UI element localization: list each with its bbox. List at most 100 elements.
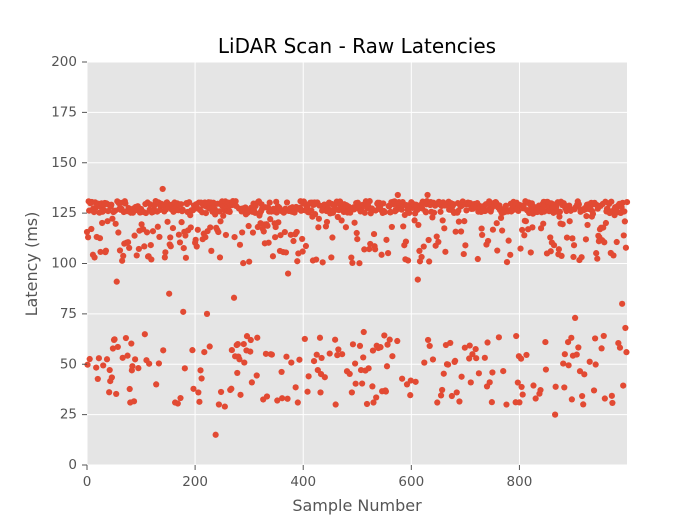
data-point — [88, 225, 95, 233]
data-point — [128, 340, 135, 347]
data-point — [412, 378, 419, 385]
data-point — [447, 339, 454, 347]
data-point — [404, 257, 412, 264]
data-point — [600, 224, 607, 231]
data-point — [249, 229, 257, 236]
y-tick-label: 175 — [51, 104, 77, 120]
data-point — [515, 207, 522, 215]
data-point — [132, 356, 139, 363]
data-point — [122, 334, 130, 342]
data-point — [552, 411, 559, 418]
data-point — [494, 247, 501, 254]
y-tick-label: 75 — [60, 306, 77, 322]
data-point — [622, 244, 630, 251]
data-point — [260, 228, 267, 235]
data-point — [610, 252, 617, 259]
data-point — [435, 238, 442, 246]
data-point — [91, 254, 98, 261]
data-point — [532, 395, 539, 402]
data-point — [135, 365, 142, 372]
data-point — [339, 351, 346, 358]
data-point — [169, 224, 177, 232]
data-point — [195, 389, 202, 396]
data-point — [187, 212, 194, 219]
data-point — [488, 399, 495, 406]
data-point — [176, 239, 184, 246]
data-point — [500, 368, 507, 375]
data-point — [467, 379, 474, 386]
data-point — [304, 388, 311, 395]
data-point — [196, 398, 203, 405]
y-tick-label: 100 — [51, 256, 77, 272]
data-point — [559, 221, 566, 228]
data-point — [527, 249, 534, 256]
data-point — [93, 364, 100, 371]
chart-title: LiDAR Scan - Raw Latencies — [218, 34, 496, 58]
data-point — [592, 335, 599, 342]
data-point — [103, 356, 111, 363]
data-point — [342, 224, 350, 231]
data-point — [452, 228, 459, 235]
data-point — [460, 250, 467, 258]
data-points — [83, 185, 631, 438]
data-point — [360, 328, 367, 336]
data-point — [384, 341, 391, 348]
data-point — [550, 242, 558, 249]
data-point — [475, 370, 482, 377]
data-point — [272, 223, 279, 231]
y-tick-label: 25 — [60, 407, 77, 423]
data-point — [232, 198, 239, 205]
data-point — [95, 355, 102, 362]
data-point — [326, 350, 333, 357]
data-point — [190, 385, 197, 392]
data-point — [240, 260, 247, 267]
data-point — [522, 218, 530, 225]
data-point — [263, 393, 271, 400]
data-point — [237, 391, 244, 398]
data-point — [124, 239, 132, 246]
data-point — [335, 346, 342, 353]
data-point — [202, 210, 210, 217]
data-point — [353, 229, 360, 237]
data-point — [517, 355, 525, 362]
data-point — [112, 220, 119, 227]
data-point — [106, 366, 113, 374]
data-point — [442, 248, 449, 255]
data-point — [594, 255, 601, 262]
data-point — [388, 223, 395, 231]
data-point — [547, 234, 554, 241]
data-point — [484, 339, 491, 346]
data-point — [556, 213, 563, 220]
data-point — [402, 238, 410, 245]
data-point — [415, 221, 422, 229]
data-point — [312, 211, 319, 218]
data-point — [348, 254, 355, 261]
data-point — [530, 382, 537, 389]
data-point — [226, 208, 233, 215]
data-point — [507, 251, 514, 258]
data-point — [348, 389, 355, 396]
data-point — [296, 356, 303, 363]
data-point — [268, 351, 275, 358]
data-point — [583, 212, 590, 220]
data-point — [351, 219, 358, 226]
data-point — [503, 401, 510, 408]
data-point — [542, 366, 550, 373]
data-point — [109, 215, 116, 222]
data-point — [201, 349, 208, 356]
data-point — [564, 339, 572, 346]
data-point — [164, 218, 171, 225]
data-point — [283, 199, 291, 206]
data-point — [478, 225, 485, 232]
data-point — [126, 385, 133, 393]
data-point — [166, 290, 173, 297]
data-point — [228, 346, 235, 354]
data-point — [318, 354, 325, 362]
data-point — [264, 222, 271, 229]
data-point — [230, 294, 238, 301]
data-point — [269, 253, 277, 260]
data-point — [175, 231, 182, 238]
data-point — [406, 209, 413, 217]
data-point — [243, 333, 251, 340]
data-point — [310, 358, 318, 365]
